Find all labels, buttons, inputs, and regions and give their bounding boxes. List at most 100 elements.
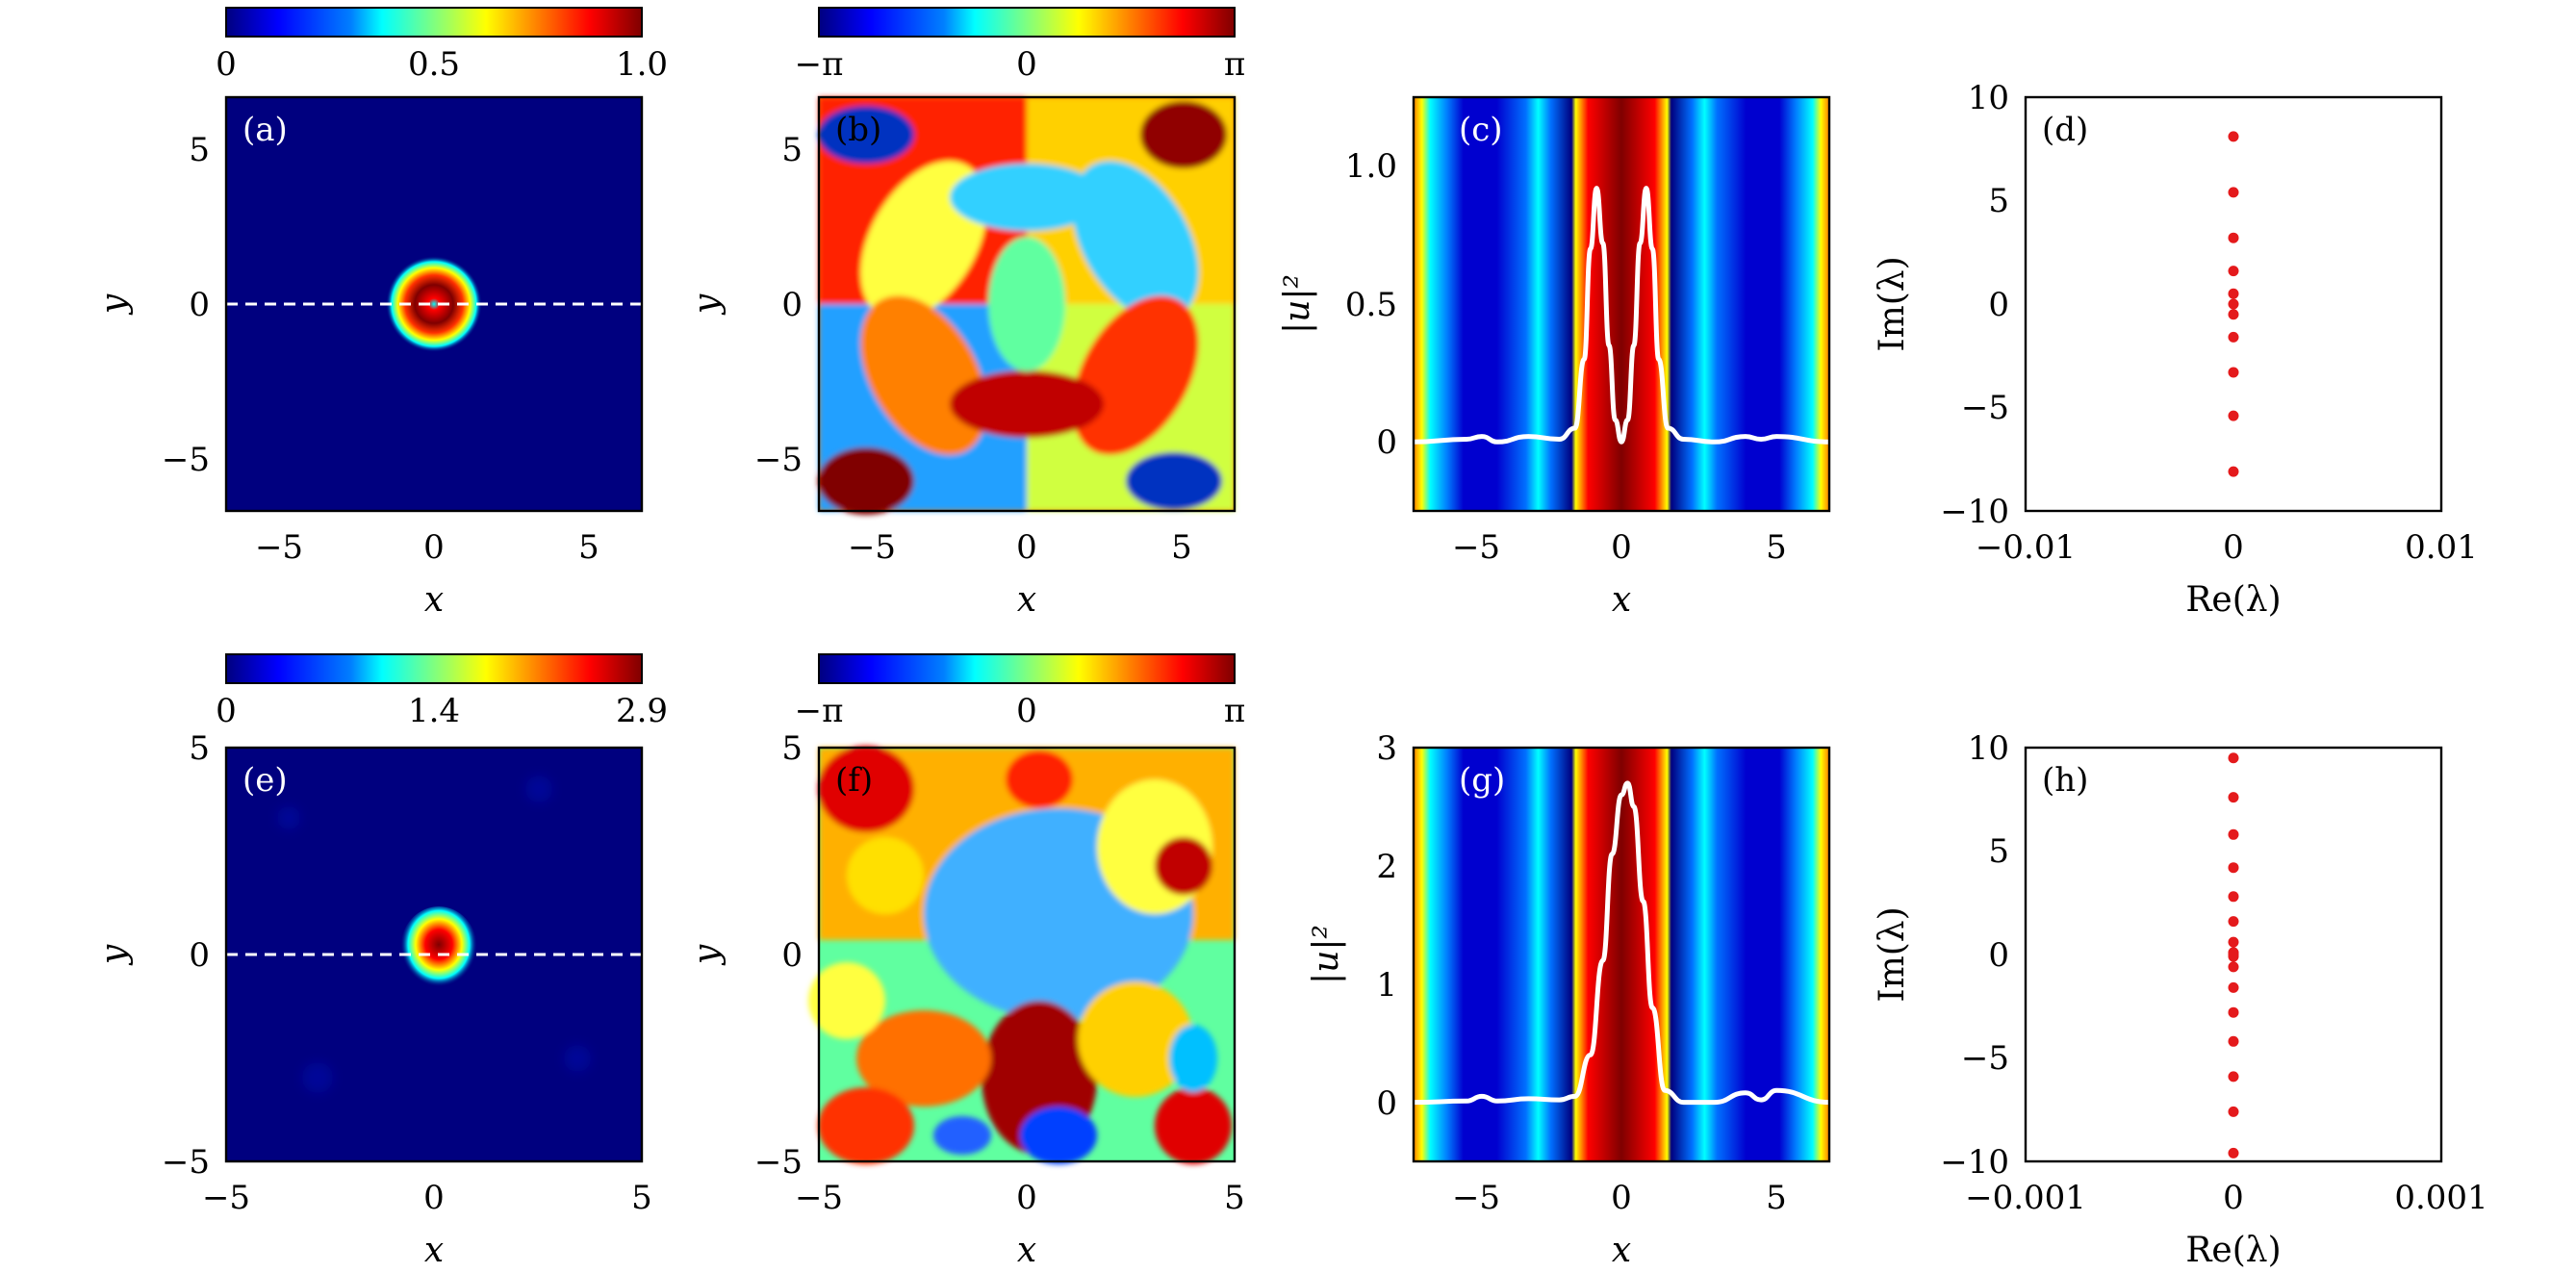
y-tick: −10 [1940,493,2009,531]
x-tick: −5 [848,528,896,567]
x-axis-label: x [424,1231,444,1270]
x-tick: 0 [1611,528,1632,567]
colorbar-tick: 1.4 [408,692,460,730]
eigenvalue-point [2228,331,2239,343]
x-axis-label: x [1017,580,1036,620]
y-tick: −10 [1940,1143,2009,1182]
eigenvalue-point [2228,936,2239,948]
y-axis-label: |u|² [1278,274,1317,334]
x-tick: −5 [1452,528,1500,567]
eigenvalue-point [2228,752,2239,764]
y-tick: 0 [1376,423,1397,462]
panel-label: (g) [1459,761,1505,800]
x-tick: 5 [1171,528,1192,567]
eigenvalue-point [2228,1106,2239,1117]
intensity-curve [1413,780,1830,1106]
eigenvalue-point [2228,981,2239,993]
y-axis-label: y [94,944,134,966]
colorbar-tick: 2.9 [616,692,668,730]
x-tick: 0 [423,528,445,567]
y-tick: 5 [1988,832,2009,871]
eigenvalue-point [2228,916,2239,928]
y-tick: 0 [781,286,803,324]
x-axis-label: x [1612,580,1631,620]
eigenvalue-point [2228,1071,2239,1082]
eigenvalue-point [2228,266,2239,277]
panel-label: (b) [835,111,881,149]
y-tick: −5 [1961,1039,2009,1078]
x-axis-label: x [424,580,444,620]
eigenvalue-point [2228,891,2239,903]
soliton-blob [400,906,477,991]
eigenvalue-point [2228,792,2239,803]
panel-e: (e) −5 0 5 5 0 −5 x y [94,729,652,1270]
x-tick: 0 [1611,1179,1632,1217]
x-tick: 5 [1224,1179,1245,1217]
x-axis-label: Re(λ) [2185,1231,2281,1270]
y-axis-label: y [687,293,727,316]
soliton-ring [386,256,482,352]
panel-label: (f) [835,761,873,800]
panel-label: (e) [242,761,288,800]
x-tick: 5 [1766,1179,1787,1217]
colorbar-amplitude-row1: 0 0.5 1.0 [216,7,668,84]
eigenvalue-point [2228,1147,2239,1158]
x-tick: −5 [202,1179,250,1217]
y-tick: −5 [162,1143,210,1182]
panel-label: (d) [2042,111,2088,149]
y-tick: 10 [1968,729,2009,768]
panel-g: (g) −5 0 5 3 2 1 0 x |u|² [1307,729,1831,1270]
y-axis-label: Im(λ) [1873,256,1912,351]
y-tick: 1 [1376,966,1397,1005]
y-tick: −5 [754,441,803,479]
eigenvalue-point [2228,367,2239,378]
x-axis-label: Re(λ) [2185,580,2281,620]
y-tick: −5 [754,1143,803,1182]
colorbar-tick: 0 [216,45,237,84]
colorbar-tick: 1.0 [616,45,668,84]
y-axis-label: Im(λ) [1873,906,1912,1002]
panel-a: (a) −5 0 5 5 0 −5 x y [94,95,644,620]
y-tick: 0 [1988,286,2009,324]
x-tick: −5 [255,528,303,567]
x-tick: 5 [631,1179,652,1217]
y-axis-label: |u|² [1307,925,1346,984]
eigenvalue-point [2228,862,2239,874]
y-axis-label: y [94,293,134,316]
y-tick: 0.5 [1345,286,1397,324]
eigenvalue-point [2228,131,2239,142]
y-tick: 0 [189,936,210,975]
eigenvalue-point [2228,1006,2239,1018]
y-tick: 5 [189,131,210,169]
panel-label: (h) [2042,761,2088,800]
x-tick: 0 [1016,1179,1037,1217]
x-axis-label: x [1612,1231,1631,1270]
intensity-curve [1413,186,1830,445]
eigenvalue-point [2228,466,2239,477]
x-axis-label: x [1017,1231,1036,1270]
x-tick: 5 [1766,528,1787,567]
eigenvalue-point [2228,949,2239,960]
y-tick: 0 [189,286,210,324]
colorbar-amplitude-row2: 0 1.4 2.9 [216,653,668,730]
eigenvalue-point [2228,1035,2239,1047]
y-tick: 1.0 [1345,147,1397,186]
y-tick: 2 [1376,848,1397,886]
x-tick: −5 [1452,1179,1500,1217]
y-tick: 0 [1988,936,2009,975]
y-tick: 0 [781,936,803,975]
eigenvalue-point [2228,288,2239,299]
eigenvalue-point [2228,187,2239,198]
colorbar-tick: 0 [1016,692,1037,730]
colorbar-tick: π [1224,45,1245,84]
x-tick: −0.01 [1976,528,2076,567]
y-tick: 3 [1376,729,1397,768]
panel-h: (h) −0.001 0 0.001 10 5 0 −5 −10 Re(λ) I… [1873,729,2488,1270]
y-tick: −5 [162,441,210,479]
panel-c: (c) −5 0 5 1.0 0.5 0 x |u|² [1278,95,1831,620]
y-tick: 0 [1376,1084,1397,1123]
y-tick: 5 [189,729,210,768]
panel-d: (d) −0.01 0 0.01 10 5 0 −5 −10 Re(λ) Im(… [1873,79,2478,620]
y-tick: −5 [1961,389,2009,427]
